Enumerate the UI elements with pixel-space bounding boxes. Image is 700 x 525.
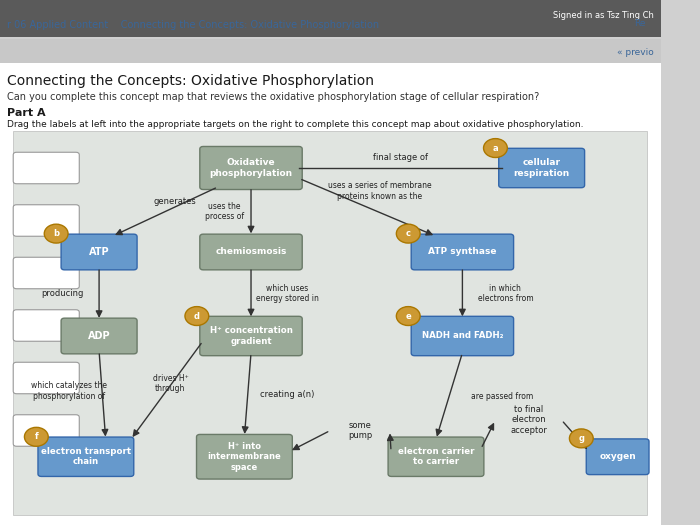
Text: b: b bbox=[53, 229, 59, 238]
Text: H⁺ into
intermembrane
space: H⁺ into intermembrane space bbox=[207, 442, 281, 471]
FancyBboxPatch shape bbox=[0, 63, 661, 525]
Text: producing: producing bbox=[41, 289, 84, 299]
Text: NADH and FADH₂: NADH and FADH₂ bbox=[421, 331, 503, 341]
Text: are passed from: are passed from bbox=[471, 392, 533, 401]
Text: in which
electrons from: in which electrons from bbox=[477, 284, 533, 303]
Text: generates: generates bbox=[154, 196, 197, 206]
FancyBboxPatch shape bbox=[0, 39, 661, 63]
Text: which catalyzes the
phosphorylation of: which catalyzes the phosphorylation of bbox=[32, 382, 107, 401]
FancyBboxPatch shape bbox=[61, 318, 137, 354]
Text: e: e bbox=[405, 311, 411, 321]
Text: uses the
process of: uses the process of bbox=[205, 202, 244, 221]
FancyBboxPatch shape bbox=[38, 437, 134, 477]
Text: Drag the labels at left into the appropriate targets on the right to complete th: Drag the labels at left into the appropr… bbox=[6, 120, 583, 129]
Text: creating a(n): creating a(n) bbox=[260, 390, 314, 400]
Text: Signed in as Tsz Ting Ch: Signed in as Tsz Ting Ch bbox=[553, 11, 654, 20]
Text: uses a series of membrane
proteins known as the: uses a series of membrane proteins known… bbox=[328, 182, 432, 201]
FancyBboxPatch shape bbox=[13, 310, 79, 341]
Text: chemiosmosis: chemiosmosis bbox=[216, 247, 287, 257]
Text: f: f bbox=[34, 432, 38, 442]
FancyBboxPatch shape bbox=[0, 0, 661, 37]
Text: drives H⁺
through: drives H⁺ through bbox=[153, 374, 188, 393]
Text: some
pump: some pump bbox=[348, 421, 372, 440]
Circle shape bbox=[44, 224, 68, 243]
Text: ATP synthase: ATP synthase bbox=[428, 247, 497, 257]
FancyBboxPatch shape bbox=[197, 435, 293, 479]
Text: cellular
respiration: cellular respiration bbox=[514, 159, 570, 177]
Text: ATP: ATP bbox=[89, 247, 109, 257]
Text: H⁺ concentration
gradient: H⁺ concentration gradient bbox=[209, 327, 293, 345]
Text: to final
electron
acceptor: to final electron acceptor bbox=[510, 405, 547, 435]
Text: Oxidative
phosphorylation: Oxidative phosphorylation bbox=[209, 159, 293, 177]
FancyBboxPatch shape bbox=[199, 316, 302, 356]
FancyBboxPatch shape bbox=[13, 152, 79, 184]
FancyBboxPatch shape bbox=[411, 316, 514, 356]
Circle shape bbox=[396, 224, 420, 243]
Circle shape bbox=[569, 429, 593, 448]
FancyBboxPatch shape bbox=[587, 439, 649, 475]
FancyBboxPatch shape bbox=[13, 205, 79, 236]
FancyBboxPatch shape bbox=[13, 415, 79, 446]
Text: a: a bbox=[493, 143, 498, 153]
Text: electron carrier
to carrier: electron carrier to carrier bbox=[398, 447, 474, 466]
Circle shape bbox=[396, 307, 420, 326]
Circle shape bbox=[185, 307, 209, 326]
Text: which uses
energy stored in: which uses energy stored in bbox=[256, 284, 318, 303]
Text: c: c bbox=[406, 229, 411, 238]
Text: Can you complete this concept map that reviews the oxidative phosphorylation sta: Can you complete this concept map that r… bbox=[6, 92, 539, 102]
FancyBboxPatch shape bbox=[199, 234, 302, 270]
FancyBboxPatch shape bbox=[411, 234, 514, 270]
FancyBboxPatch shape bbox=[388, 437, 484, 477]
FancyBboxPatch shape bbox=[199, 146, 302, 190]
Text: ADP: ADP bbox=[88, 331, 111, 341]
Text: Connecting the Concepts: Oxidative Phosphorylation: Connecting the Concepts: Oxidative Phosp… bbox=[6, 75, 374, 88]
FancyBboxPatch shape bbox=[498, 148, 584, 187]
FancyBboxPatch shape bbox=[13, 257, 79, 289]
Circle shape bbox=[484, 139, 508, 157]
Text: Part A: Part A bbox=[6, 108, 46, 118]
Text: « previo: « previo bbox=[617, 48, 654, 57]
FancyBboxPatch shape bbox=[61, 234, 137, 270]
FancyBboxPatch shape bbox=[13, 362, 79, 394]
Text: d: d bbox=[194, 311, 200, 321]
Text: electron transport
chain: electron transport chain bbox=[41, 447, 131, 466]
Circle shape bbox=[25, 427, 48, 446]
FancyBboxPatch shape bbox=[13, 131, 648, 514]
Text: g: g bbox=[578, 434, 584, 443]
Text: final stage of: final stage of bbox=[373, 153, 428, 162]
Text: oxygen: oxygen bbox=[599, 452, 636, 461]
Text: Re: Re bbox=[634, 19, 645, 28]
Text: r 06 Applied Content    Connecting the Concepts: Oxidative Phosphorylation: r 06 Applied Content Connecting the Conc… bbox=[6, 19, 379, 30]
